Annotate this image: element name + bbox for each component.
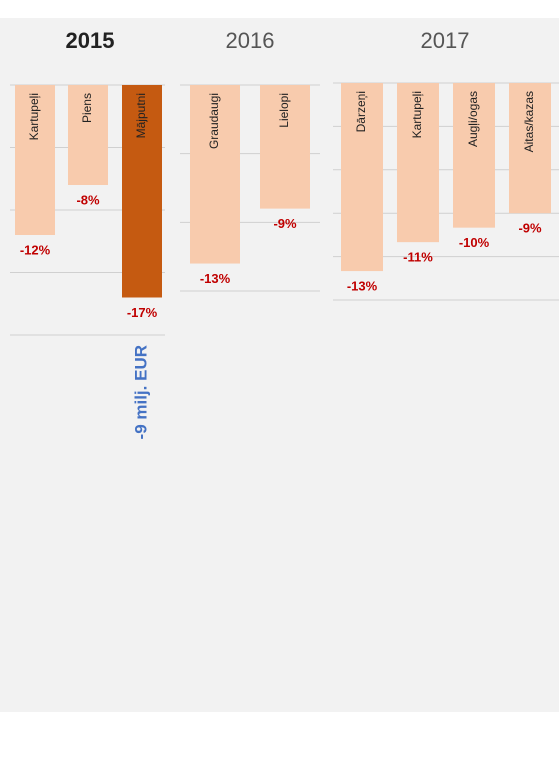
value-label: -13% — [347, 279, 378, 294]
category-label: Augļi/ogas — [466, 91, 480, 147]
bar — [509, 83, 551, 214]
value-label: -12% — [20, 242, 51, 257]
category-label: Kartupeļi — [27, 93, 41, 140]
annotation: -9 milj. EUR — [131, 345, 150, 439]
bar — [122, 85, 162, 298]
bar — [397, 83, 439, 243]
category-label: Aitas/kazas — [522, 91, 536, 152]
category-label: Dārzeņi — [354, 91, 368, 132]
value-label: -13% — [200, 271, 231, 286]
panel-title: 2015 — [66, 28, 115, 53]
bar — [190, 85, 240, 264]
category-label: Kartupeļi — [410, 91, 424, 138]
value-label: -9% — [273, 216, 297, 231]
category-label: Lielopi — [277, 93, 291, 128]
panel-title: 2016 — [226, 28, 275, 53]
bar — [260, 85, 310, 209]
bar — [453, 83, 495, 228]
panel-title: 2017 — [421, 28, 470, 53]
value-label: -10% — [459, 235, 490, 250]
bar — [341, 83, 383, 272]
category-label: Mājputni — [134, 93, 148, 138]
bar — [68, 85, 108, 185]
value-label: -8% — [76, 192, 100, 207]
bar — [15, 85, 55, 235]
value-label: -11% — [403, 250, 433, 265]
category-label: Graudaugi — [207, 93, 221, 149]
value-label: -17% — [127, 305, 158, 320]
value-label: -9% — [518, 221, 542, 236]
category-label: Piens — [80, 93, 94, 123]
